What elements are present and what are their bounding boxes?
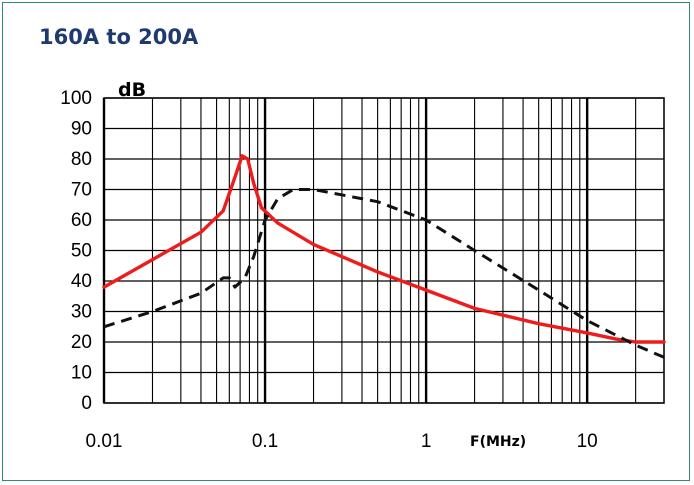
x-tick-label: 0.1 [252,431,278,452]
y-tick-label: 80 [71,149,92,170]
series-lines [102,154,666,359]
chart-title: 160A to 200A [39,25,199,49]
x-tick-label: 0.01 [86,431,123,452]
y-tick-label: 30 [71,302,92,323]
y-tick-label: 50 [71,241,92,262]
x-tick-label: 1 [421,431,432,452]
x-axis-label: F(MHz) [470,434,526,450]
x-tick-label: 10 [577,431,598,452]
y-tick-label: 10 [71,363,92,384]
y-tick-label: 60 [71,210,92,231]
y-tick-label: 0 [81,393,92,414]
y-tick-label: 100 [60,88,92,109]
series-line-solid [102,154,666,344]
y-tick-label: 20 [71,332,92,353]
chart-frame: 160A to 200A [2,2,690,481]
y-tick-label: 90 [71,119,92,140]
y-tick-label: 70 [71,180,92,201]
y-tick-label: 40 [71,271,92,292]
y-axis-label: dB [118,79,146,101]
series-line-dashed [103,188,665,359]
axis-labels: dB F(MHz) 0 10 20 30 40 50 60 70 80 90 100 0.01 0.1 1… [60,79,597,452]
grid [102,97,665,404]
